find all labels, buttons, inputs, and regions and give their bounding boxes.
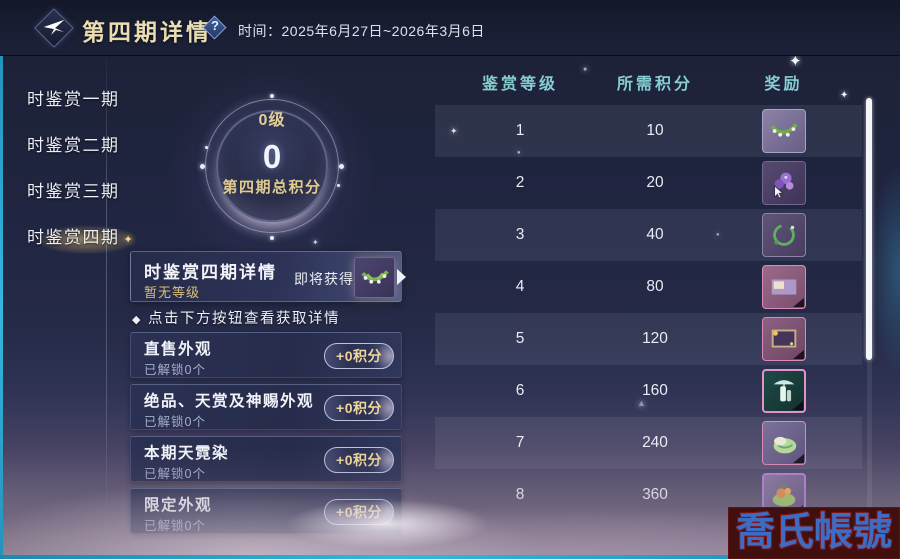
gauge-dot <box>200 164 205 169</box>
column-header-level: 鉴赏等级 <box>481 76 558 93</box>
jade-ornament-icon[interactable] <box>761 421 806 465</box>
gauge-level-label: 0级 <box>258 112 286 129</box>
points-badge: +0积分 <box>324 499 394 525</box>
level-cell: 8 <box>515 486 525 503</box>
column-header-reward: 奖励 <box>764 76 803 93</box>
points-cell: 20 <box>646 174 664 191</box>
diamond-bullet-icon: ◆ <box>132 314 142 326</box>
points-cell: 120 <box>642 330 668 347</box>
level-cell: 6 <box>515 382 525 399</box>
gauge-dot <box>337 184 340 187</box>
top-bar: 第四期详情 ? 时间：2025年6月27日~2026年3月6日 <box>0 0 900 56</box>
gauge-dot <box>270 236 274 240</box>
period-detail-card[interactable]: 时鉴赏四期详情 暂无等级 即将获得 <box>130 251 406 302</box>
sparkle-icon: ✦ <box>123 234 135 246</box>
detail-card-subtitle: 暂无等级 <box>144 285 201 300</box>
table-row: 5 120 <box>435 313 862 365</box>
points-cell: 240 <box>642 434 668 451</box>
gauge-dot <box>339 164 344 169</box>
source-unlocked: 已解锁0个 <box>144 519 206 533</box>
scrollbar-thumb[interactable] <box>866 98 872 360</box>
level-cell: 7 <box>515 434 525 451</box>
level-cell: 3 <box>515 226 525 243</box>
gauge-ring <box>205 99 339 233</box>
source-item-direct-sale[interactable]: 直售外观 已解锁0个 +0积分 <box>130 332 402 378</box>
source-title: 直售外观 <box>144 341 213 358</box>
points-badge: +0积分 <box>324 447 394 473</box>
photo-frame-icon[interactable] <box>761 317 806 361</box>
source-item-dye[interactable]: 本期天霓染 已解锁0个 +0积分 <box>130 436 402 482</box>
table-header: 鉴赏等级 所需积分 奖励 <box>435 70 862 96</box>
detail-card-title: 时鉴赏四期详情 <box>144 263 277 282</box>
points-cell: 10 <box>646 122 664 139</box>
table-row: 2 20 <box>435 157 862 209</box>
sidebar-item-label: 时鉴赏三期 <box>27 182 120 201</box>
hint-label: 点击下方按钮查看获取详情 <box>147 311 340 327</box>
back-button[interactable] <box>34 8 74 48</box>
source-unlocked: 已解锁0个 <box>144 415 206 429</box>
garland-icon[interactable] <box>761 109 806 153</box>
source-unlocked: 已解锁0个 <box>144 467 206 481</box>
points-cell: 160 <box>642 382 668 399</box>
sidebar-item-period1[interactable]: 时鉴赏一期 <box>27 87 137 113</box>
sidebar-item-period3[interactable]: 时鉴赏三期 <box>27 179 137 205</box>
event-time: 时间：2025年6月27日~2026年3月6日 <box>238 23 485 39</box>
question-glyph: ? <box>211 18 219 33</box>
source-item-limited[interactable]: 限定外观 已解锁0个 +0积分 <box>130 488 402 534</box>
source-item-premium[interactable]: 绝品、天赏及神赐外观 已解锁0个 +0积分 <box>130 384 402 430</box>
level-cell: 5 <box>515 330 525 347</box>
sidebar-item-label: 时鉴赏二期 <box>27 136 120 155</box>
table-row: 4 80 <box>435 261 862 313</box>
page-title: 第四期详情 <box>82 20 212 45</box>
green-ring-icon[interactable] <box>761 213 806 257</box>
upcoming-label: 即将获得 <box>294 271 354 287</box>
table-row: 1 10 <box>435 105 862 157</box>
table-row: 6 160 <box>435 365 862 417</box>
points-badge: +0积分 <box>324 343 394 369</box>
hint-text: ◆ 点击下方按钮查看获取详情 <box>132 307 340 328</box>
gauge-score-value: 0 <box>262 138 282 175</box>
mouse-cursor-icon <box>773 184 784 199</box>
watermark-text: 喬氏帳號 <box>735 511 892 554</box>
gauge-score-caption: 第四期总积分 <box>222 179 322 196</box>
reward-table: 1 10 2 20 3 40 <box>435 105 862 521</box>
table-row: 7 240 <box>435 417 862 469</box>
source-unlocked: 已解锁0个 <box>144 363 206 377</box>
source-title: 本期天霓染 <box>144 445 230 462</box>
level-cell: 1 <box>515 122 525 139</box>
sidebar-item-period2[interactable]: 时鉴赏二期 <box>27 133 137 159</box>
level-cell: 2 <box>515 174 525 191</box>
gauge-dot <box>205 146 208 149</box>
help-button[interactable]: ? <box>202 15 227 40</box>
star-icon: ✦ <box>312 238 319 247</box>
sidebar-item-label: 时鉴赏四期 <box>27 228 120 247</box>
back-arrow-icon <box>44 20 64 35</box>
sidebar-item-label: 时鉴赏一期 <box>27 90 120 109</box>
table-row: 3 40 <box>435 209 862 261</box>
points-cell: 40 <box>646 226 664 243</box>
column-header-points: 所需积分 <box>616 76 693 93</box>
chevron-right-icon <box>397 269 406 285</box>
gauge-circle <box>216 110 328 222</box>
source-title: 限定外观 <box>144 497 213 514</box>
left-edge-strip <box>0 56 3 559</box>
portrait-card-icon[interactable] <box>761 265 806 309</box>
garland-icon <box>354 257 395 298</box>
sidebar-item-period4[interactable]: 时鉴赏四期 ✦ <box>21 221 141 255</box>
points-cell: 360 <box>642 486 668 503</box>
gauge-dot <box>270 94 274 98</box>
purple-flower-icon[interactable] <box>761 161 806 205</box>
points-cell: 80 <box>646 278 664 295</box>
level-cell: 4 <box>515 278 525 295</box>
umbrella-figure-icon[interactable] <box>761 369 806 413</box>
points-badge: +0积分 <box>324 395 394 421</box>
watermark: 喬氏帳號 <box>728 507 900 559</box>
source-title: 绝品、天赏及神赐外观 <box>144 393 315 410</box>
sidebar-separator <box>106 60 107 538</box>
